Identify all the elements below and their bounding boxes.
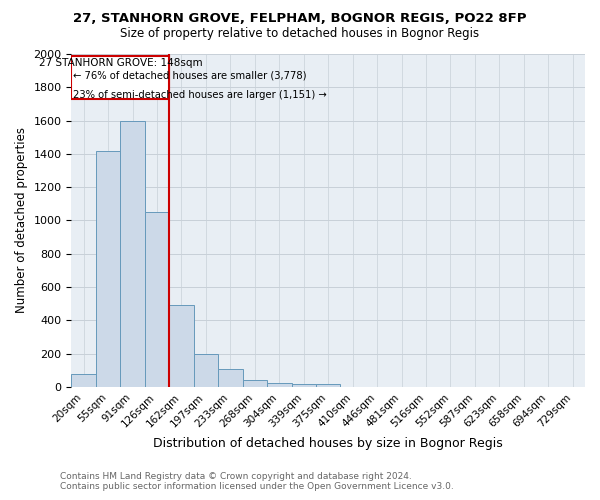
Text: 23% of semi-detached houses are larger (1,151) →: 23% of semi-detached houses are larger (…: [73, 90, 327, 100]
Text: 27, STANHORN GROVE, FELPHAM, BOGNOR REGIS, PO22 8FP: 27, STANHORN GROVE, FELPHAM, BOGNOR REGI…: [73, 12, 527, 26]
Text: Size of property relative to detached houses in Bognor Regis: Size of property relative to detached ho…: [121, 28, 479, 40]
Text: Contains public sector information licensed under the Open Government Licence v3: Contains public sector information licen…: [60, 482, 454, 491]
Bar: [71, 374, 96, 387]
Bar: [96, 150, 121, 387]
Bar: [292, 384, 316, 387]
Bar: [194, 354, 218, 387]
Bar: [316, 384, 340, 387]
Text: Contains HM Land Registry data © Crown copyright and database right 2024.: Contains HM Land Registry data © Crown c…: [60, 472, 412, 481]
Bar: [121, 120, 145, 387]
Y-axis label: Number of detached properties: Number of detached properties: [15, 128, 28, 314]
Bar: [242, 380, 267, 387]
Text: 27 STANHORN GROVE: 148sqm: 27 STANHORN GROVE: 148sqm: [38, 58, 202, 68]
Bar: [218, 370, 242, 387]
FancyBboxPatch shape: [71, 56, 169, 99]
Text: ← 76% of detached houses are smaller (3,778): ← 76% of detached houses are smaller (3,…: [73, 70, 307, 81]
X-axis label: Distribution of detached houses by size in Bognor Regis: Distribution of detached houses by size …: [154, 437, 503, 450]
Bar: [145, 212, 169, 387]
Bar: [169, 306, 194, 387]
Bar: [267, 383, 292, 387]
